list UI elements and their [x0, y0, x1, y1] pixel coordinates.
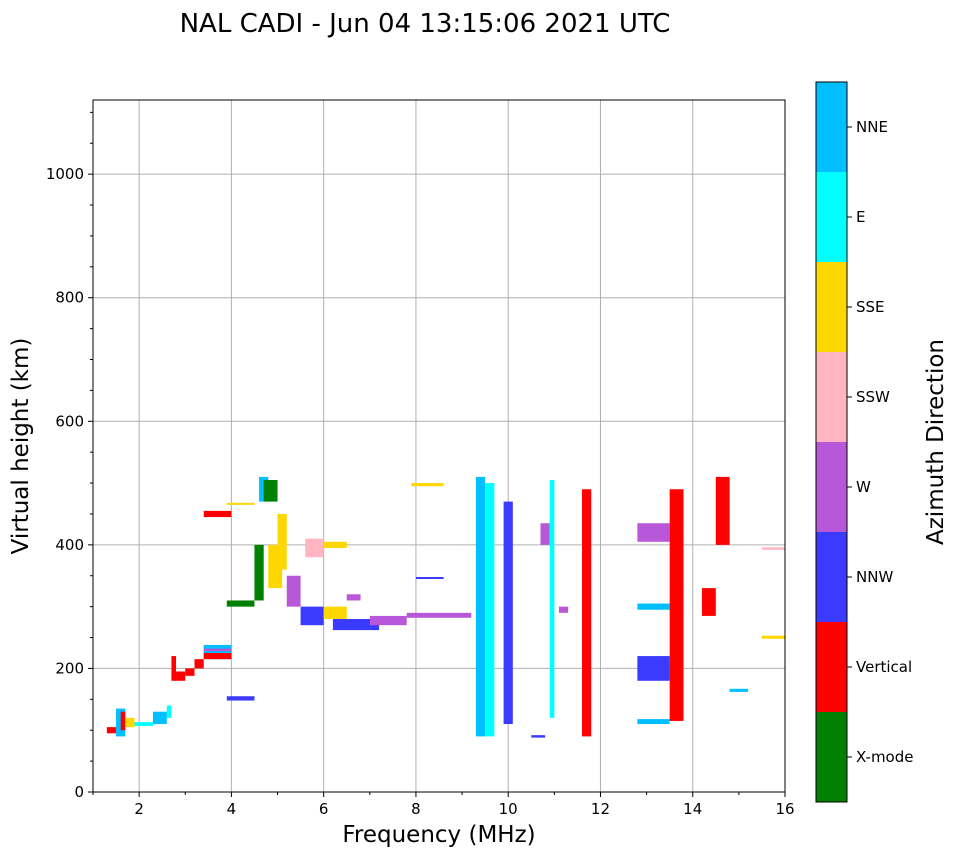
- data-segment: [475, 476, 486, 737]
- data-segment: [203, 510, 232, 518]
- colorbar-swatch: [816, 442, 847, 532]
- colorbar-swatch: [816, 712, 847, 802]
- data-segment: [166, 705, 172, 718]
- data-segment: [406, 612, 472, 618]
- data-segment: [411, 483, 444, 487]
- data-segment: [185, 668, 195, 676]
- colorbar-tick-label: X-mode: [856, 748, 913, 766]
- data-segment: [305, 538, 324, 558]
- colorbar-tick-label: E: [856, 208, 865, 226]
- data-marks: [106, 476, 785, 738]
- data-segment: [669, 489, 684, 721]
- colorbar-tick-label: NNE: [856, 118, 888, 136]
- chart-title: NAL CADI - Jun 04 13:15:06 2021 UTC: [180, 9, 671, 39]
- data-segment: [226, 696, 255, 701]
- colorbar-swatch: [816, 532, 847, 622]
- data-segment: [226, 502, 255, 505]
- data-segment: [540, 523, 550, 545]
- axis-ticks: 2 4 6 8 10 12 14 16 0 200 400 600 800 1000: [46, 111, 795, 818]
- colorbar-label: Azimuth Direction: [923, 339, 949, 545]
- colorbar-swatch: [816, 622, 847, 712]
- x-axis-label: Frequency (MHz): [342, 822, 535, 848]
- data-segment: [369, 615, 407, 626]
- data-segment: [729, 688, 749, 692]
- colorbar-swatch: [816, 262, 847, 352]
- x-tick-label: 14: [683, 800, 702, 818]
- data-segment: [761, 547, 785, 550]
- colorbar-tick-label: NNW: [856, 568, 893, 586]
- y-tick-label: 800: [55, 289, 84, 307]
- data-segment: [761, 635, 785, 639]
- colorbar-tick-label: SSE: [856, 298, 885, 316]
- data-segment: [203, 652, 232, 660]
- data-segment: [715, 476, 730, 545]
- data-segment: [106, 727, 117, 734]
- data-segment: [194, 659, 204, 669]
- data-segment: [558, 606, 569, 613]
- data-segment: [637, 656, 670, 681]
- colorbar: X-mode Vertical NNW W SSW SSE E NNE: [815, 81, 913, 803]
- data-segment: [286, 575, 301, 607]
- data-segment: [226, 600, 255, 607]
- colorbar-frame: [815, 81, 848, 803]
- data-segment: [637, 523, 670, 542]
- colorbar-tick-label: Vertical: [856, 658, 912, 676]
- data-segment: [503, 501, 513, 725]
- data-segment: [332, 619, 380, 631]
- x-tick-label: 4: [227, 800, 237, 818]
- data-segment: [259, 476, 269, 502]
- y-tick-label: 1000: [46, 165, 84, 183]
- data-segment: [134, 722, 153, 726]
- x-tick-label: 10: [499, 800, 518, 818]
- data-segment: [701, 588, 716, 616]
- y-axis-label: Virtual height (km): [8, 338, 34, 555]
- x-tick-label: 6: [319, 800, 329, 818]
- data-segment: [346, 594, 361, 601]
- data-segment: [203, 648, 232, 652]
- data-segment: [637, 603, 670, 610]
- x-tick-label: 16: [775, 800, 794, 818]
- data-segment: [277, 513, 287, 570]
- data-segment: [300, 606, 324, 626]
- data-segment: [263, 479, 278, 502]
- data-segment: [323, 541, 347, 548]
- x-tick-label: 12: [591, 800, 610, 818]
- grid: [93, 100, 786, 793]
- data-segment: [171, 656, 177, 681]
- y-tick-label: 400: [55, 536, 84, 554]
- y-tick-label: 200: [55, 659, 84, 677]
- data-segment: [485, 483, 495, 737]
- colorbar-swatch: [816, 172, 847, 262]
- colorbar-tick-label: SSW: [856, 388, 890, 406]
- plot-frame: [92, 99, 786, 793]
- data-segment: [176, 671, 186, 681]
- colorbar-swatch: [816, 82, 847, 172]
- y-tick-label: 0: [74, 783, 84, 801]
- data-segment: [254, 544, 264, 601]
- x-tick-label: 8: [411, 800, 421, 818]
- colorbar-tick-label: W: [856, 478, 871, 496]
- data-segment: [120, 711, 126, 731]
- x-tick-label: 2: [134, 800, 144, 818]
- data-segment: [582, 489, 592, 737]
- data-segment: [152, 711, 167, 725]
- data-segment: [323, 606, 347, 619]
- data-segment: [415, 576, 444, 579]
- colorbar-swatch: [816, 352, 847, 442]
- data-segment: [549, 479, 555, 718]
- y-tick-label: 600: [55, 412, 84, 430]
- data-segment: [637, 719, 670, 725]
- data-segment: [125, 717, 135, 728]
- data-segment: [531, 735, 546, 738]
